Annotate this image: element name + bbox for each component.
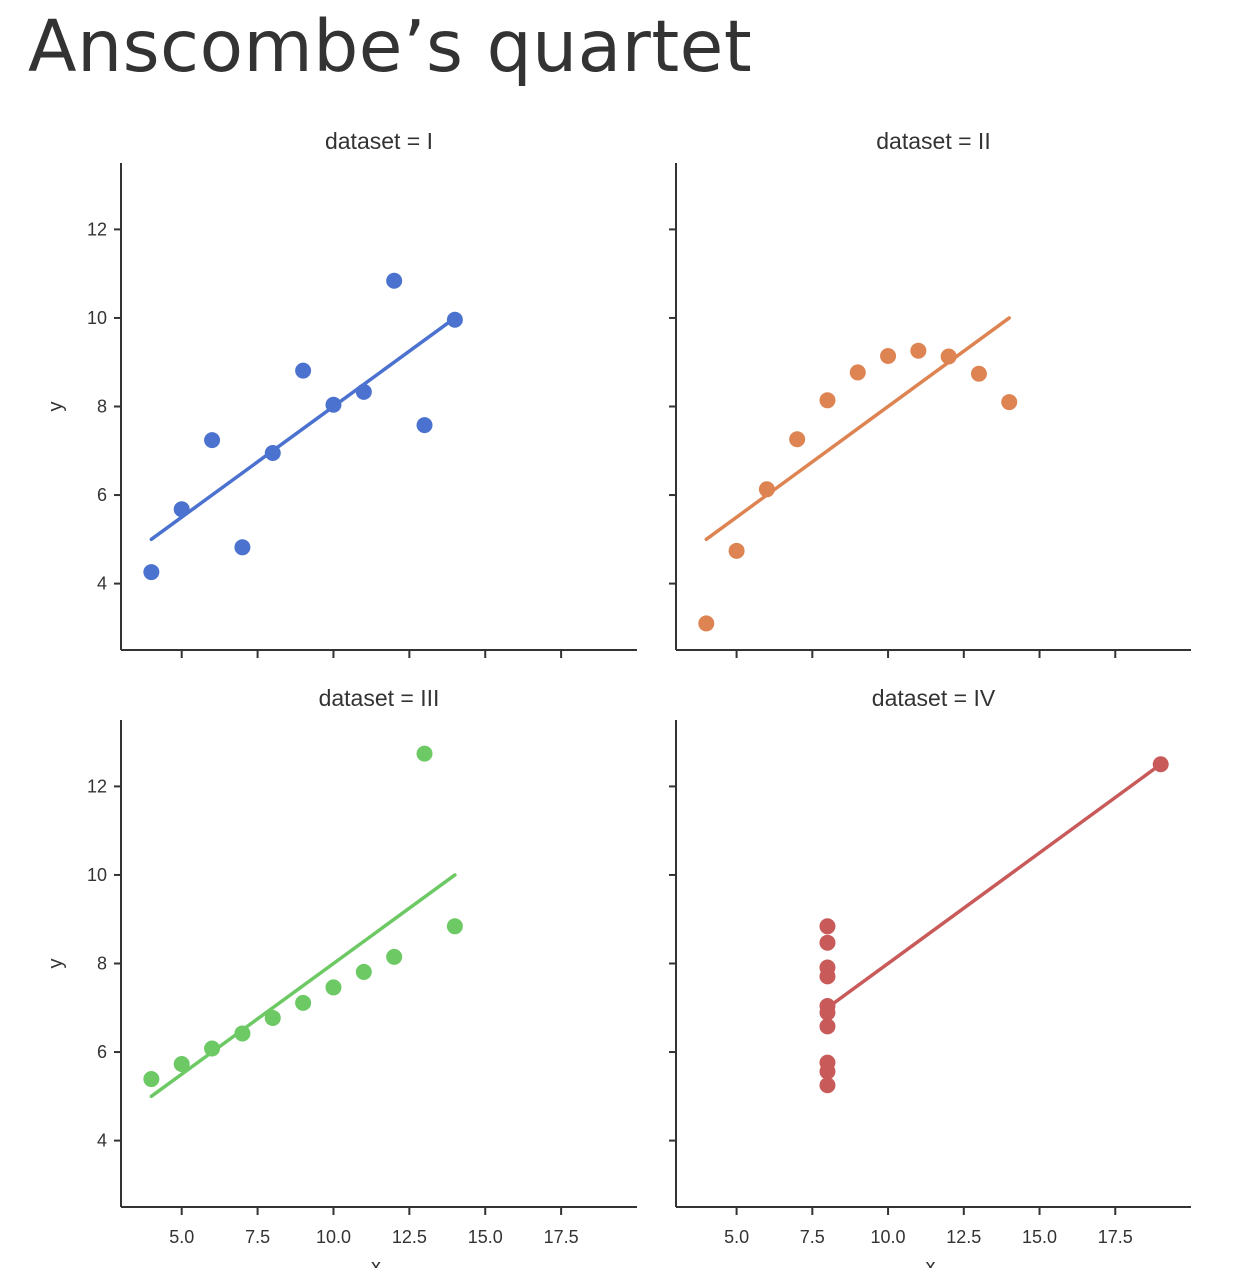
y-axis-label: y: [45, 959, 67, 969]
data-point: [880, 348, 897, 365]
data-point: [416, 745, 433, 762]
data-point: [295, 994, 312, 1011]
y-tick-label: 10: [87, 865, 107, 885]
data-point: [819, 959, 836, 976]
data-point: [264, 1009, 281, 1026]
x-axis-label: x: [371, 1256, 381, 1268]
data-point: [819, 1077, 836, 1094]
data-point: [849, 364, 866, 381]
panel-1: dataset = I 4 6 8 10 12 y: [45, 128, 637, 658]
panel-3: dataset = III 4 6 8 10 12 5.0 7.5 10.0 12.5 15.0 17…: [45, 685, 637, 1268]
data-point: [325, 979, 342, 996]
panel-title: dataset = II: [876, 128, 990, 154]
data-point: [204, 432, 221, 449]
data-point: [1152, 756, 1169, 773]
data-point: [416, 417, 433, 434]
x-tick-label: 5.0: [169, 1227, 194, 1247]
panel-title: dataset = I: [325, 128, 433, 154]
x-tick-label: 15.0: [468, 1227, 503, 1247]
data-point: [386, 948, 403, 965]
x-tick-label: 7.5: [245, 1227, 270, 1247]
panel-2: dataset = II: [669, 128, 1191, 658]
regression-line: [149, 873, 457, 1099]
x-tick-label: 10.0: [316, 1227, 351, 1247]
data-point: [204, 1040, 221, 1057]
data-point: [758, 481, 775, 498]
y-tick-label: 6: [97, 485, 107, 505]
data-point: [446, 918, 463, 935]
x-tick-label: 10.0: [871, 1227, 906, 1247]
x-tick-label: 17.5: [1098, 1227, 1133, 1247]
data-point: [789, 431, 806, 448]
data-point: [970, 365, 987, 382]
y-tick-label: 8: [97, 397, 107, 417]
data-point: [819, 1018, 836, 1035]
data-point: [819, 1063, 836, 1080]
y-tick-label: 4: [97, 1131, 107, 1151]
data-point: [264, 444, 281, 461]
x-tick-label: 12.5: [392, 1227, 427, 1247]
data-point: [234, 1025, 251, 1042]
data-point: [173, 1055, 190, 1072]
data-point: [325, 396, 342, 413]
page-title: Anscombe’s quartet: [28, 5, 753, 88]
data-point: [698, 615, 715, 632]
data-point: [446, 311, 463, 328]
data-point: [234, 539, 251, 556]
data-point: [143, 1071, 160, 1088]
y-tick-label: 12: [87, 776, 107, 796]
data-point: [819, 392, 836, 409]
y-tick-label: 6: [97, 1042, 107, 1062]
y-tick-label: 4: [97, 574, 107, 594]
y-tick-label: 8: [97, 954, 107, 974]
y-tick-label: 10: [87, 308, 107, 328]
data-point: [355, 963, 372, 980]
data-point: [728, 542, 745, 559]
data-point: [819, 1004, 836, 1021]
data-point: [355, 383, 372, 400]
data-point: [173, 501, 190, 518]
panel-4: dataset = IV 5.0 7.5 10.0 12.5 15.0 17.5 x: [669, 685, 1191, 1268]
y-tick-label: 12: [87, 219, 107, 239]
data-point: [819, 918, 836, 935]
regression-line: [704, 316, 1011, 542]
y-axis-label: y: [45, 402, 67, 412]
data-point: [143, 564, 160, 581]
data-point: [386, 272, 403, 289]
x-axis-label: x: [926, 1256, 936, 1268]
x-tick-label: 15.0: [1022, 1227, 1057, 1247]
data-point: [819, 934, 836, 951]
data-point: [295, 362, 312, 379]
x-tick-label: 12.5: [946, 1227, 981, 1247]
x-tick-label: 7.5: [800, 1227, 825, 1247]
data-point: [1001, 394, 1018, 411]
x-tick-label: 5.0: [724, 1227, 749, 1247]
data-point: [940, 348, 957, 365]
data-point: [910, 342, 927, 359]
regression-line: [825, 762, 1163, 1010]
panel-title: dataset = IV: [872, 685, 996, 711]
regression-line: [149, 316, 457, 542]
x-tick-label: 17.5: [544, 1227, 579, 1247]
panel-title: dataset = III: [319, 685, 440, 711]
